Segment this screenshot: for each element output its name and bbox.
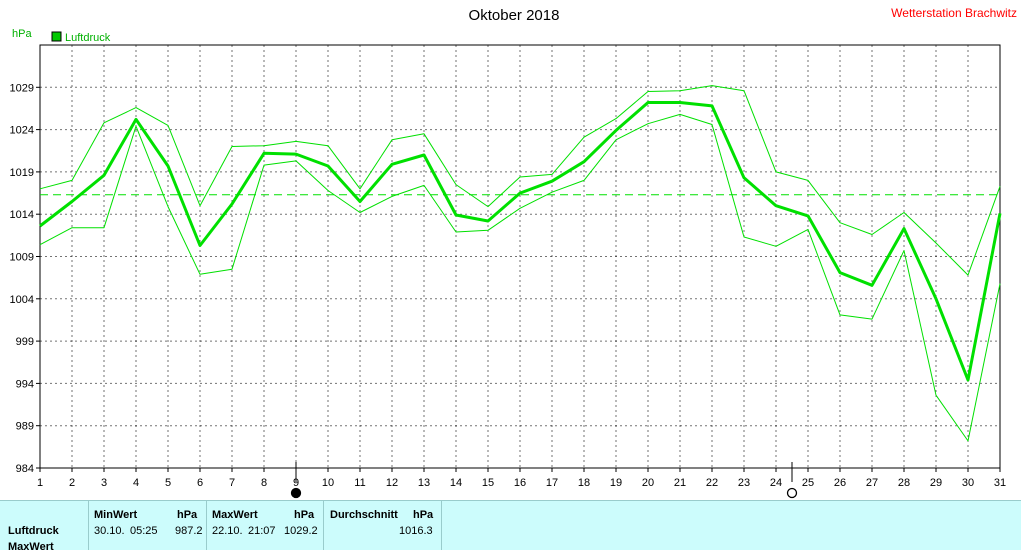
full-moon-icon [786,487,798,499]
average-cell: Durchschnitt hPa 1016.3 [324,501,442,550]
x-tick-label-20: 20 [642,477,654,489]
y-axis-unit: hPa [12,28,32,40]
y-tick-label-1019: 1019 [10,167,34,179]
x-tick-label-26: 26 [834,477,846,489]
x-tick-label-6: 6 [197,477,203,489]
max-header: MaxWert [212,509,258,521]
x-tick-label-31: 31 [994,477,1006,489]
y-tick-label-984: 984 [16,463,34,475]
x-tick-label-17: 17 [546,477,558,489]
min-value: 987.2 [175,525,203,537]
x-tick-label-23: 23 [738,477,750,489]
y-tick-label-1029: 1029 [10,82,34,94]
x-tick-label-18: 18 [578,477,590,489]
legend-swatch [51,31,62,42]
x-tick-label-21: 21 [674,477,686,489]
min-unit: hPa [177,509,198,521]
y-tick-label-1009: 1009 [10,252,34,264]
min-time: 05:25 [130,525,158,537]
x-tick-label-28: 28 [898,477,910,489]
max-time: 21:07 [248,525,276,537]
statistics-panel: Luftdruck MaxWert MinWert hPa 30.10. 05:… [0,500,1021,553]
pressure-chart: Oktober 2018 Wetterstation Brachwitz hPa… [10,6,1017,499]
plot-frame [39,44,1001,469]
x-tick-label-5: 5 [165,477,171,489]
x-tick-label-19: 19 [610,477,622,489]
x-tick-label-1: 1 [37,477,43,489]
x-tick-label-10: 10 [322,477,334,489]
x-tick-label-11: 11 [354,477,365,489]
new-moon-icon [290,487,302,499]
y-tick-label-999: 999 [16,336,34,348]
series-line-mean [39,101,1002,382]
station-name: Wetterstation Brachwitz [891,6,1017,20]
x-tick-label-12: 12 [386,477,398,489]
x-tick-label-27: 27 [866,477,878,489]
x-tick-label-2: 2 [69,477,75,489]
x-tick-label-15: 15 [482,477,494,489]
x-tick-label-30: 30 [962,477,974,489]
x-tick-label-9: 9 [293,477,299,489]
min-cell: MinWert hPa 30.10. 05:25 987.2 [89,501,207,550]
average-unit: hPa [413,509,434,521]
y-tick-label-1024: 1024 [10,125,34,137]
y-tick-label-989: 989 [16,421,34,433]
x-tick-label-24: 24 [770,477,782,489]
max-unit: hPa [294,509,315,521]
x-tick-label-13: 13 [418,477,430,489]
x-tick-label-14: 14 [450,477,462,489]
x-tick-label-16: 16 [514,477,526,489]
min-date: 30.10. [94,525,125,537]
series-line-max [39,85,1001,276]
chart-title: Oktober 2018 [469,7,560,24]
x-tick-label-4: 4 [133,477,139,489]
legend-label: Luftdruck [65,32,111,44]
average-value: 1016.3 [399,525,433,537]
row-label-luftdruck: Luftdruck [8,525,59,537]
y-tick-label-994: 994 [16,378,34,390]
x-tick-label-29: 29 [930,477,942,489]
row-label-maxwert: MaxWert [8,541,54,553]
x-tick-label-8: 8 [261,477,267,489]
y-tick-label-1004: 1004 [10,294,34,306]
row-label-cell: Luftdruck MaxWert [0,501,89,553]
min-header: MinWert [94,509,138,521]
series-line-min [39,113,1001,442]
max-cell: MaxWert hPa 22.10. 21:07 1029.2 [207,501,324,550]
x-tick-label-7: 7 [229,477,235,489]
max-date: 22.10. [212,525,243,537]
x-tick-label-3: 3 [101,477,107,489]
x-tick-label-22: 22 [706,477,718,489]
x-tick-label-25: 25 [802,477,814,489]
max-value: 1029.2 [284,525,318,537]
average-header: Durchschnitt [330,509,398,521]
y-tick-label-1014: 1014 [10,209,34,221]
